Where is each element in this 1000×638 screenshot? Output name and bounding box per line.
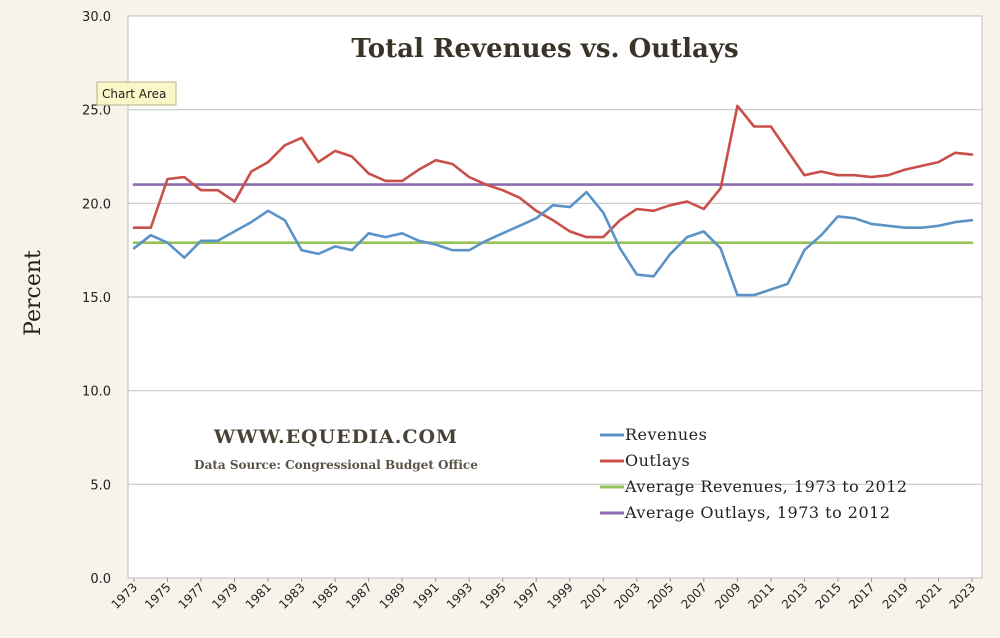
series-line-revenues[interactable]: [132, 190, 974, 297]
legend-label: Outlays: [625, 451, 690, 470]
x-tick-label: 2021: [913, 580, 944, 611]
y-axis-ticks: 0.0 5.0 10.0 15.0 20.0 25.0 30.0: [82, 10, 111, 587]
y-tick-label: 30.0: [82, 10, 111, 25]
x-tick-label: 1981: [243, 580, 274, 611]
x-tick-label: 1973: [109, 580, 140, 611]
x-tick-label: 2001: [578, 580, 609, 611]
x-tick-label: 1987: [343, 580, 374, 611]
series-line-outlays[interactable]: [132, 104, 974, 239]
x-tick-label: 2003: [611, 580, 642, 611]
x-tick-label: 1995: [477, 580, 508, 611]
y-tick-label: 10.0: [82, 385, 111, 400]
legend: Revenues Outlays Average Revenues, 1973 to…: [600, 425, 908, 522]
x-tick-label: 2013: [779, 580, 810, 611]
legend-label: Average Revenues, 1973 to 2012: [624, 477, 908, 496]
tooltip-box: [96, 81, 177, 106]
x-axis-ticks: 1973 1975 1977 1979 1981 1983 1985 1987 1989 1991…: [109, 578, 978, 612]
x-tick-label: 2017: [846, 580, 877, 611]
x-tick-label: 1985: [310, 580, 341, 611]
x-tick-label: 2005: [645, 580, 676, 611]
series-layer: [132, 104, 974, 297]
x-tick-label: 2023: [947, 580, 978, 611]
x-tick-label: 1975: [142, 580, 173, 611]
x-tick-label: 2007: [678, 580, 709, 611]
tooltip-label: Chart Area: [102, 87, 166, 101]
x-tick-label: 1991: [410, 580, 441, 611]
watermark-text: WWW.EQUEDIA.COM: [213, 426, 458, 448]
x-tick-label: 1999: [544, 580, 575, 611]
y-axis-label: Percent: [21, 250, 46, 336]
y-tick-label: 0.0: [90, 572, 111, 587]
x-tick-label: 1979: [209, 580, 240, 611]
x-tick-label: 2009: [712, 580, 743, 611]
x-tick-label: 1997: [511, 580, 542, 611]
x-tick-label: 1993: [444, 580, 475, 611]
x-tick-label: 2019: [880, 580, 911, 611]
x-tick-label: 2015: [813, 580, 844, 611]
x-tick-label: 2011: [746, 580, 777, 611]
y-tick-label: 25.0: [82, 104, 111, 119]
y-tick-label: 15.0: [82, 291, 111, 306]
x-tick-label: 1989: [377, 580, 408, 611]
legend-label: Average Outlays, 1973 to 2012: [624, 503, 891, 522]
x-tick-label: 1977: [176, 580, 207, 611]
legend-label: Revenues: [625, 425, 707, 444]
y-tick-label: 5.0: [90, 478, 111, 493]
data-source-text: Data Source: Congressional Budget Office: [194, 458, 478, 472]
x-tick-label: 1983: [276, 580, 307, 611]
y-tick-label: 20.0: [82, 197, 111, 212]
grid-layer: [128, 109, 982, 485]
chart-area-tooltip: Chart Area: [96, 81, 177, 106]
chart-title: Total Revenues vs. Outlays: [351, 34, 738, 64]
